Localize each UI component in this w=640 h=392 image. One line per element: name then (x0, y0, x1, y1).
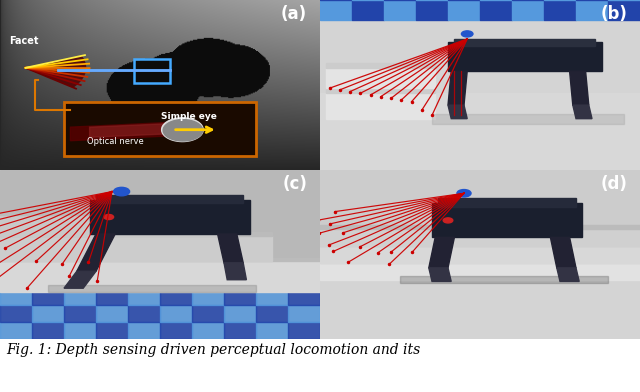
Text: Fig. 1: Depth sensing driven perceptual locomotion and its: Fig. 1: Depth sensing driven perceptual … (6, 343, 420, 357)
Polygon shape (218, 234, 243, 263)
Polygon shape (77, 234, 115, 271)
Bar (128, 288, 160, 305)
Text: (a): (a) (281, 5, 307, 23)
Polygon shape (454, 39, 595, 46)
Polygon shape (26, 56, 86, 88)
Bar (288, 305, 320, 322)
Circle shape (104, 214, 114, 220)
Bar (256, 322, 288, 339)
Polygon shape (570, 71, 589, 105)
Polygon shape (48, 285, 256, 292)
Bar (96, 288, 128, 305)
Polygon shape (326, 63, 435, 68)
Polygon shape (326, 68, 435, 88)
Bar (320, 93, 640, 169)
Polygon shape (429, 268, 451, 281)
Polygon shape (224, 263, 246, 280)
Polygon shape (320, 260, 640, 263)
Bar (32, 322, 64, 339)
Polygon shape (432, 203, 582, 238)
Bar (160, 322, 192, 339)
Polygon shape (320, 263, 640, 280)
Bar (576, 0, 608, 20)
Bar (320, 268, 640, 339)
Bar (448, 0, 480, 20)
Bar (256, 288, 288, 305)
Polygon shape (90, 124, 166, 137)
Bar (32, 305, 64, 322)
Bar (320, 0, 352, 20)
Bar (192, 288, 224, 305)
Polygon shape (448, 42, 602, 71)
Polygon shape (400, 276, 608, 283)
Bar (128, 322, 160, 339)
Circle shape (461, 31, 473, 37)
Bar (480, 0, 512, 20)
Polygon shape (64, 271, 96, 288)
Polygon shape (0, 258, 320, 261)
Bar (64, 322, 96, 339)
Bar (0, 322, 32, 339)
Polygon shape (320, 246, 640, 263)
Bar (416, 0, 448, 20)
Text: Optical nerve: Optical nerve (87, 137, 143, 146)
Bar (544, 0, 576, 20)
Bar (256, 305, 288, 322)
Polygon shape (70, 122, 176, 141)
Bar (384, 0, 416, 20)
Circle shape (443, 218, 453, 223)
Polygon shape (438, 198, 576, 207)
Bar (160, 288, 192, 305)
Bar (352, 0, 384, 20)
Polygon shape (320, 242, 640, 246)
Polygon shape (429, 238, 454, 268)
Bar (96, 322, 128, 339)
Text: Simple eye: Simple eye (161, 112, 217, 121)
Polygon shape (326, 88, 435, 93)
Bar (608, 0, 640, 20)
Polygon shape (162, 118, 204, 142)
Polygon shape (550, 238, 576, 268)
Polygon shape (326, 93, 435, 119)
Text: (d): (d) (600, 174, 627, 192)
Bar (64, 288, 96, 305)
Polygon shape (90, 200, 250, 234)
Circle shape (457, 190, 471, 197)
Bar (288, 288, 320, 305)
Polygon shape (448, 105, 467, 119)
Bar (224, 305, 256, 322)
Polygon shape (0, 261, 320, 292)
Polygon shape (573, 105, 592, 119)
Circle shape (114, 187, 129, 196)
Polygon shape (557, 268, 579, 281)
Polygon shape (0, 215, 230, 236)
Bar (64, 305, 96, 322)
Bar (0, 305, 32, 322)
Bar (288, 322, 320, 339)
Polygon shape (448, 71, 467, 105)
Polygon shape (0, 236, 272, 261)
Polygon shape (96, 195, 243, 203)
Polygon shape (163, 120, 203, 141)
Text: (b): (b) (600, 5, 627, 23)
Text: Facet: Facet (10, 36, 39, 46)
Polygon shape (0, 232, 272, 236)
Bar (192, 305, 224, 322)
Bar (192, 322, 224, 339)
FancyBboxPatch shape (64, 102, 256, 156)
Polygon shape (320, 229, 640, 246)
Bar (224, 322, 256, 339)
Bar (160, 305, 192, 322)
Bar (32, 288, 64, 305)
Bar (96, 305, 128, 322)
Bar (128, 305, 160, 322)
Bar (432, 114, 624, 124)
Polygon shape (0, 212, 230, 215)
Polygon shape (320, 225, 640, 229)
Bar (512, 0, 544, 20)
Text: (c): (c) (282, 174, 307, 192)
Bar (0, 288, 32, 305)
Bar (224, 288, 256, 305)
